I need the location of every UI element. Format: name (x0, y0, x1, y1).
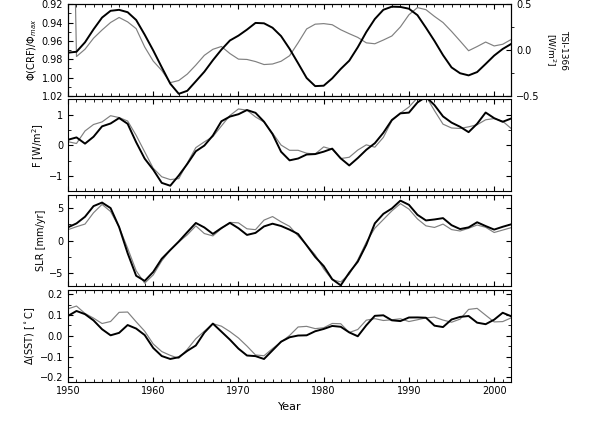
Y-axis label: $\Phi$(CRF)/$\Phi_{max}$: $\Phi$(CRF)/$\Phi_{max}$ (25, 19, 39, 81)
Y-axis label: SLR [mm/yr]: SLR [mm/yr] (36, 210, 46, 271)
Y-axis label: TSI-1366
[W/m$^2$]: TSI-1366 [W/m$^2$] (544, 30, 568, 70)
Y-axis label: $\Delta$(SST) [$^\circ$C]: $\Delta$(SST) [$^\circ$C] (23, 307, 37, 365)
X-axis label: Year: Year (278, 402, 301, 412)
Y-axis label: F [W/m$^2$]: F [W/m$^2$] (31, 123, 46, 167)
